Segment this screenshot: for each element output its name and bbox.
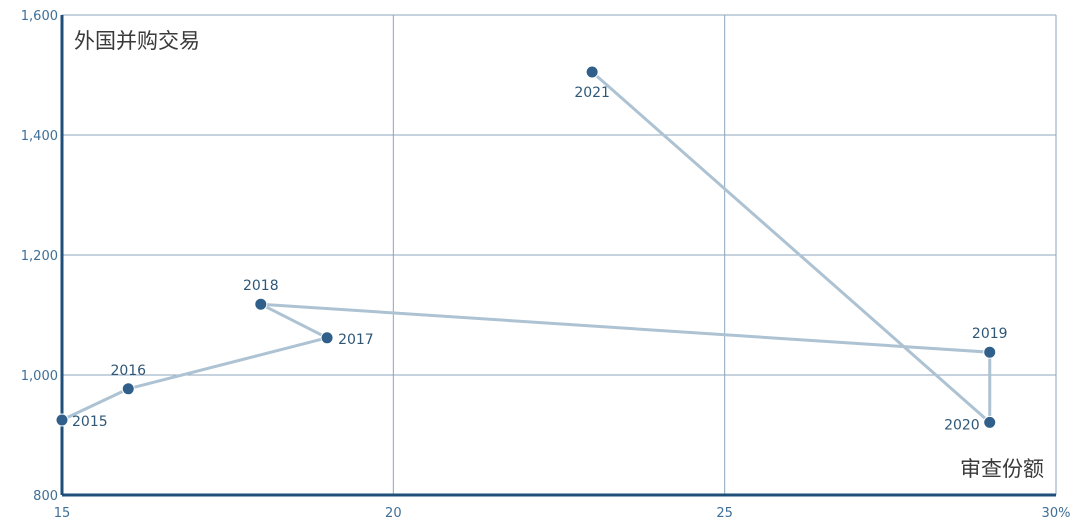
data-points — [55, 65, 997, 429]
tick-labels: 15 20 25 30% 800 1,000 1,200 1,400 1,600 — [21, 9, 1071, 521]
x-axis-label: 审查份额 — [960, 457, 1044, 481]
data-point — [983, 415, 997, 429]
point-label: 2021 — [574, 85, 610, 101]
y-tick-label: 1,000 — [21, 369, 58, 384]
point-label: 2017 — [338, 332, 374, 348]
x-tick-label: 15 — [54, 506, 71, 521]
data-point — [121, 382, 135, 396]
y-tick-label: 1,200 — [21, 249, 58, 264]
x-tick-label: 25 — [716, 506, 733, 521]
data-point — [983, 345, 997, 359]
grid-lines — [62, 14, 1057, 495]
y-tick-label: 1,400 — [21, 129, 58, 144]
point-labels: 2015 2016 2017 2018 2019 2020 2021 — [72, 85, 1008, 433]
point-label: 2015 — [72, 414, 108, 430]
point-label: 2018 — [243, 278, 279, 294]
x-tick-label: 20 — [385, 506, 402, 521]
point-label: 2019 — [972, 326, 1008, 342]
y-tick-label: 800 — [33, 489, 58, 504]
point-label: 2020 — [944, 417, 980, 433]
y-axis-label: 外国并购交易 — [74, 29, 200, 53]
data-point — [585, 65, 599, 79]
y-tick-label: 1,600 — [21, 9, 58, 24]
point-label: 2016 — [110, 363, 146, 379]
data-point — [320, 331, 334, 345]
series-line — [61, 70, 992, 426]
data-point — [254, 297, 268, 311]
data-point — [55, 413, 69, 427]
x-tick-label: 30% — [1042, 506, 1071, 521]
